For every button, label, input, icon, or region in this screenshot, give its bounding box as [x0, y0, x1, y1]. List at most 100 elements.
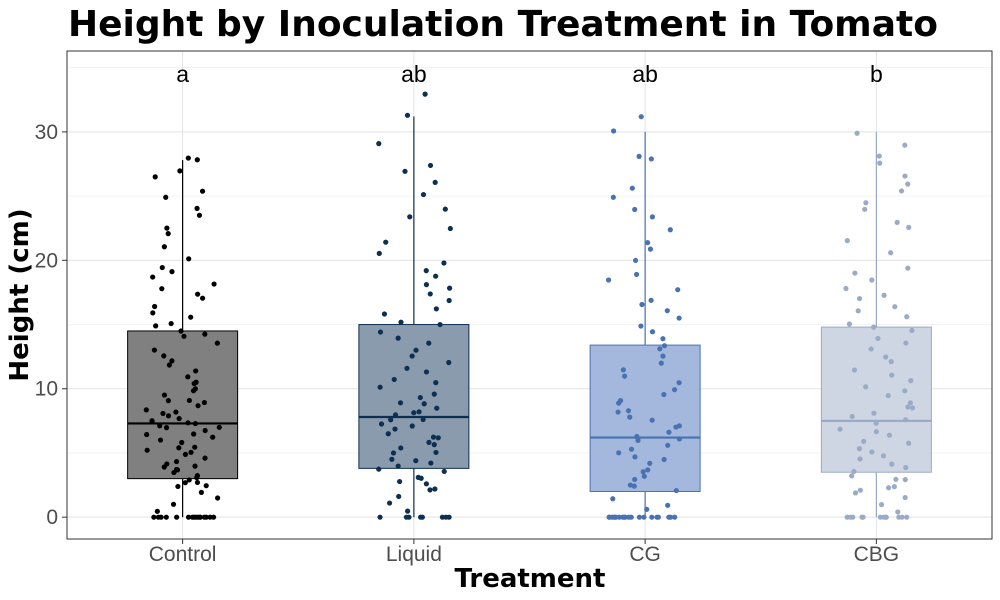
data-point [645, 240, 651, 246]
data-point [388, 417, 394, 423]
data-point [192, 444, 198, 450]
data-point [376, 141, 382, 147]
data-point [610, 496, 616, 502]
data-point [395, 335, 401, 341]
data-point [195, 291, 201, 297]
data-point [174, 467, 181, 473]
data-point [433, 306, 439, 312]
data-point [423, 369, 430, 375]
data-point [433, 273, 439, 279]
data-point [676, 423, 682, 429]
data-point [417, 394, 423, 401]
data-point [880, 453, 887, 459]
data-point [409, 353, 415, 359]
data-point [426, 340, 432, 346]
data-point [875, 335, 881, 342]
data-point [434, 405, 440, 411]
data-point [161, 392, 168, 398]
data-point [676, 380, 682, 386]
data-point [636, 514, 643, 520]
data-point [210, 434, 216, 440]
data-point [182, 451, 189, 458]
data-point [404, 365, 410, 371]
data-point [176, 415, 182, 422]
data-point [389, 456, 395, 462]
data-point [860, 514, 866, 520]
data-point [664, 308, 670, 314]
data-point [441, 260, 447, 266]
data-point [202, 455, 208, 461]
data-point [383, 239, 389, 245]
data-point [616, 450, 622, 456]
data-point [666, 429, 672, 435]
data-point [905, 181, 911, 187]
data-point [166, 362, 172, 368]
data-point [196, 212, 203, 218]
data-point [164, 225, 170, 231]
data-point [381, 311, 388, 317]
data-point [395, 463, 401, 469]
data-point [378, 421, 385, 427]
y-tick-label: 20 [35, 249, 58, 272]
data-point [676, 436, 682, 442]
data-point [144, 447, 150, 453]
data-point [215, 495, 221, 501]
data-point [426, 439, 432, 445]
x-tick-label: Control [149, 543, 217, 566]
data-point [633, 271, 640, 278]
data-point [427, 162, 434, 169]
data-point [193, 379, 199, 385]
data-point [888, 250, 894, 256]
data-point [666, 514, 672, 520]
data-point [392, 426, 398, 432]
data-point [863, 384, 869, 390]
data-point [871, 410, 877, 416]
data-point [638, 114, 644, 120]
data-point [671, 387, 678, 393]
data-point [629, 185, 635, 191]
data-point [855, 308, 861, 314]
data-point [419, 514, 425, 520]
data-point [152, 303, 158, 310]
data-point [881, 292, 887, 298]
data-point [645, 467, 651, 473]
data-point [198, 489, 204, 495]
data-point [903, 464, 909, 471]
data-point [195, 403, 201, 409]
y-tick-labels: 0 10 20 30 [35, 121, 67, 529]
data-point [902, 173, 908, 179]
data-point [423, 481, 430, 487]
data-point [165, 413, 172, 419]
data-point [851, 468, 857, 475]
data-point [442, 206, 448, 212]
data-point [905, 265, 911, 271]
data-point [194, 157, 200, 163]
data-point [423, 282, 430, 288]
data-point [157, 423, 163, 429]
data-point [154, 508, 160, 514]
data-point [151, 514, 157, 520]
data-point [675, 287, 681, 293]
data-point [673, 487, 679, 494]
data-point [446, 359, 452, 366]
data-point [632, 476, 638, 483]
data-point [628, 514, 634, 520]
x-tick-label: CG [629, 543, 661, 566]
significance-letter: ab [632, 61, 658, 87]
data-point [446, 297, 452, 304]
boxes-layer [127, 116, 932, 518]
data-point [902, 142, 908, 148]
significance-letter: ab [401, 61, 427, 87]
data-point [174, 514, 180, 520]
data-point [886, 432, 893, 438]
y-axis-title: Height (cm) [5, 208, 35, 381]
data-point [441, 468, 447, 475]
data-point [144, 431, 150, 438]
data-point [889, 461, 895, 467]
data-point [158, 514, 164, 520]
box-cg [589, 344, 701, 492]
data-point [377, 329, 384, 335]
data-point [660, 336, 666, 342]
data-point [376, 466, 382, 472]
